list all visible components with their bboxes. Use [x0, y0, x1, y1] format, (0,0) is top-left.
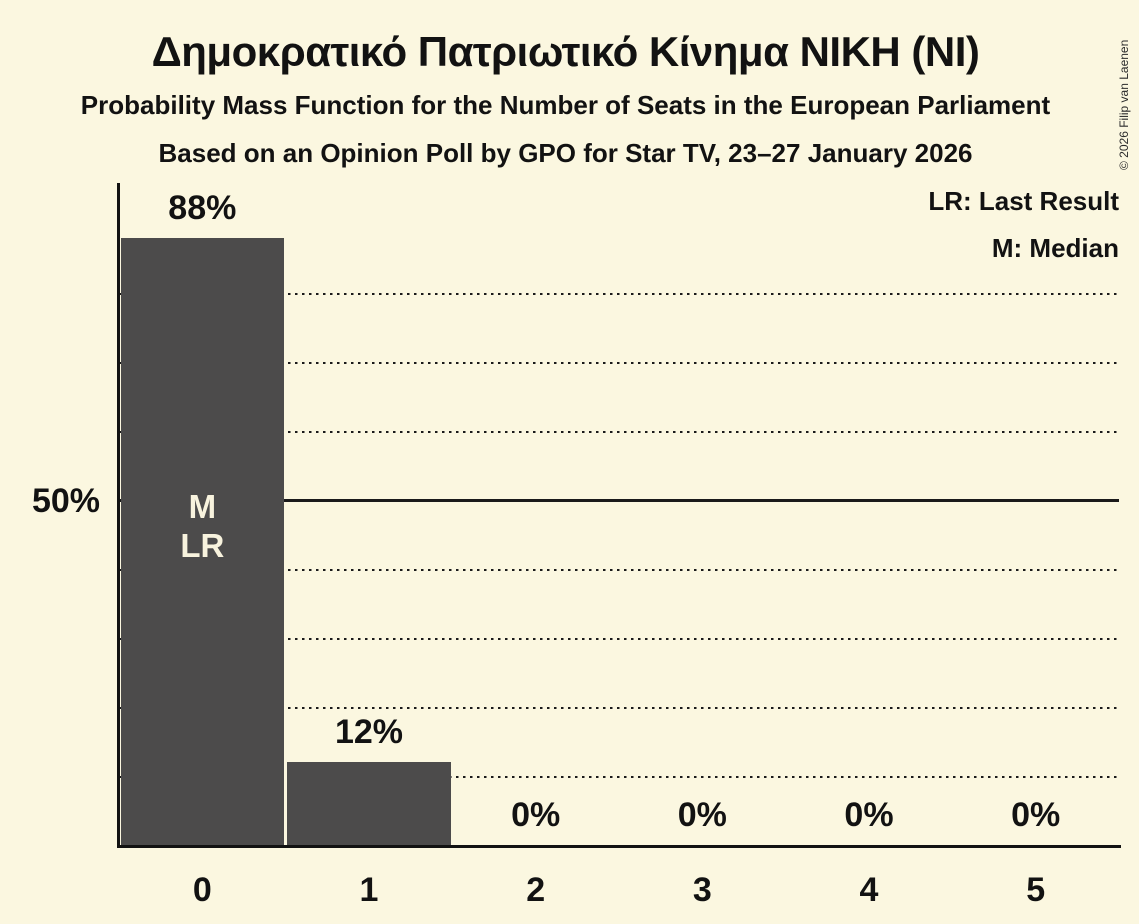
gridline-dotted-60 — [120, 431, 1119, 433]
bar-annotation-line: M — [188, 488, 217, 525]
y-axis-line — [117, 183, 120, 848]
bar-seats-1 — [287, 762, 451, 845]
x-tick-label-4: 4 — [859, 871, 879, 909]
x-tick-label-3: 3 — [692, 871, 712, 909]
x-tick-label-5: 5 — [1026, 871, 1046, 909]
gridline-dotted-30 — [120, 638, 1119, 640]
gridline-dotted-70 — [120, 362, 1119, 364]
y-tick-label-50: 50% — [31, 482, 100, 520]
bar-value-label-1: 12% — [334, 713, 404, 752]
chart-subtitle: Probability Mass Function for the Number… — [80, 90, 1051, 120]
legend-median: M: Median — [991, 233, 1119, 263]
bar-value-label-3: 0% — [677, 796, 727, 834]
gridline-dotted-20 — [120, 707, 1119, 709]
legend-last-result: LR: Last Result — [928, 186, 1119, 216]
chart-poll-source: Based on an Opinion Poll by GPO for Star… — [158, 138, 973, 168]
bar-value-label-0: 88% — [168, 188, 237, 227]
bar-value-label-2: 0% — [511, 796, 561, 834]
bar-value-label-4: 0% — [844, 796, 894, 834]
copyright-notice: © 2026 Filip van Laenen — [1117, 39, 1131, 170]
x-tick-label-0: 0 — [192, 871, 212, 909]
bar-annotation-line: LR — [180, 527, 225, 564]
bar-value-label-5: 0% — [1011, 796, 1061, 834]
x-axis-line — [117, 845, 1121, 848]
gridline-solid-50 — [120, 499, 1119, 502]
bar-annotation-median-last-result: M LR — [122, 487, 282, 565]
bar-seats-0 — [120, 237, 285, 845]
gridline-dotted-80 — [120, 293, 1119, 295]
x-tick-label-1: 1 — [359, 871, 379, 909]
chart-title: Δημοκρατικό Πατριωτικό Κίνημα ΝΙΚΗ (ΝΙ) — [151, 28, 980, 75]
gridline-dotted-40 — [120, 569, 1119, 571]
x-tick-label-2: 2 — [526, 871, 546, 909]
gridline-dotted-10 — [120, 776, 1119, 778]
